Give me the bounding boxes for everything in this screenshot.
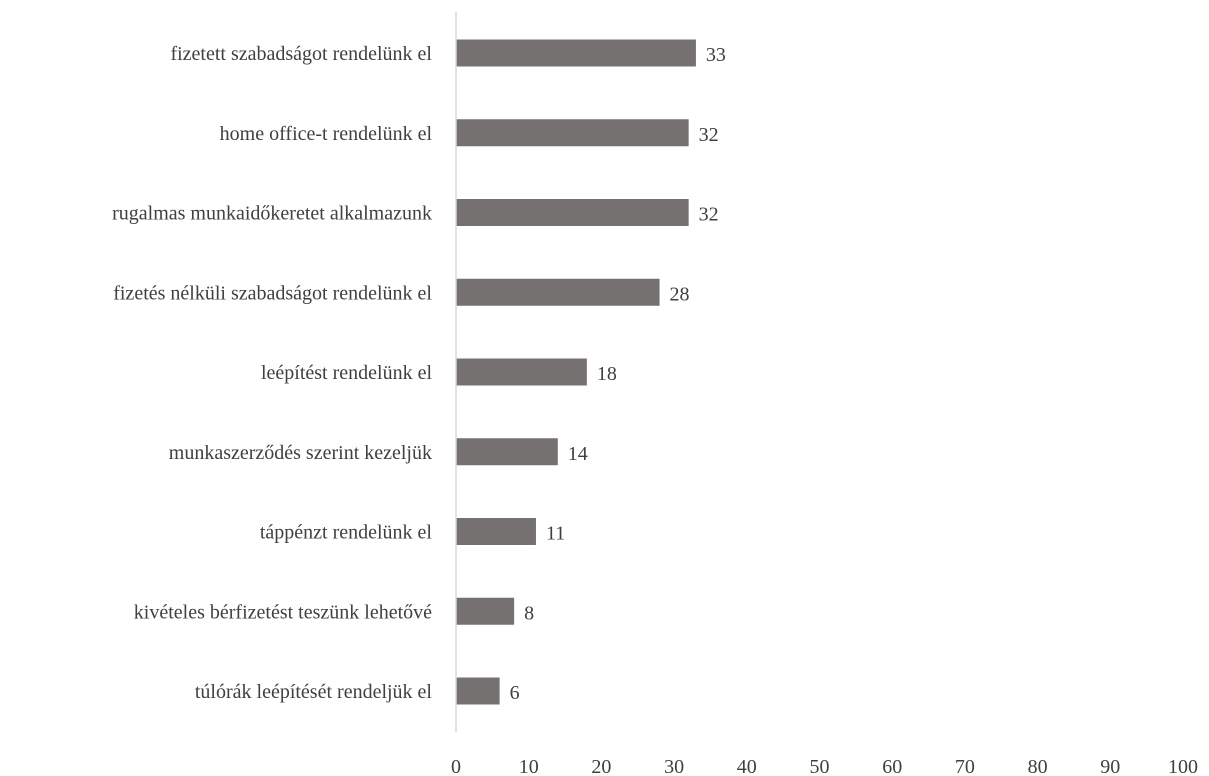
x-tick-label: 20 — [591, 756, 611, 776]
category-label: leépítést rendelünk el — [261, 362, 432, 384]
data-label: 11 — [546, 523, 565, 545]
category-label: táppénzt rendelünk el — [260, 522, 433, 544]
bars-layer — [456, 39, 696, 705]
x-tick-label: 40 — [737, 756, 757, 776]
labels-layer: fizetett szabadságot rendelünk el 33 home … — [112, 43, 726, 704]
data-label: 8 — [524, 602, 534, 624]
bar — [456, 119, 689, 147]
category-label: fizetés nélküli szabadságot rendelünk el — [113, 282, 432, 304]
x-tick-label: 90 — [1100, 756, 1120, 776]
x-tick-label: 50 — [810, 756, 830, 776]
category-label: kivételes bérfizetést teszünk lehetővé — [134, 601, 432, 623]
bar — [456, 278, 660, 306]
bar — [456, 597, 515, 625]
data-label: 28 — [670, 283, 690, 305]
x-tick-label: 60 — [882, 756, 902, 776]
bar — [456, 518, 536, 545]
data-label: 32 — [699, 204, 719, 226]
x-tick-label: 10 — [519, 756, 539, 776]
data-label: 6 — [510, 682, 520, 704]
bar — [456, 358, 587, 386]
data-label: 18 — [597, 363, 617, 385]
category-label: home office-t rendelünk el — [220, 123, 433, 145]
bar — [456, 39, 696, 67]
x-tick-label: 70 — [955, 756, 975, 776]
x-tick-label: 80 — [1028, 756, 1048, 776]
x-tick-label: 100 — [1168, 756, 1198, 776]
category-label: túlórák leépítését rendeljük el — [195, 681, 433, 703]
bar — [456, 199, 689, 226]
x-tick-label: 30 — [664, 756, 684, 776]
x-tick-label: 0 — [451, 756, 461, 776]
axis-layer: 0 10 20 30 40 50 60 70 80 90 100 — [451, 12, 1198, 776]
bar — [456, 677, 500, 705]
category-label: munkaszerződés szerint kezeljük — [169, 442, 432, 464]
bar — [456, 438, 558, 466]
category-label: rugalmas munkaidőkeretet alkalmazunk — [112, 203, 432, 225]
data-label: 14 — [568, 443, 588, 465]
data-label: 33 — [706, 44, 726, 66]
data-label: 32 — [699, 124, 719, 146]
category-label: fizetett szabadságot rendelünk el — [170, 43, 432, 65]
